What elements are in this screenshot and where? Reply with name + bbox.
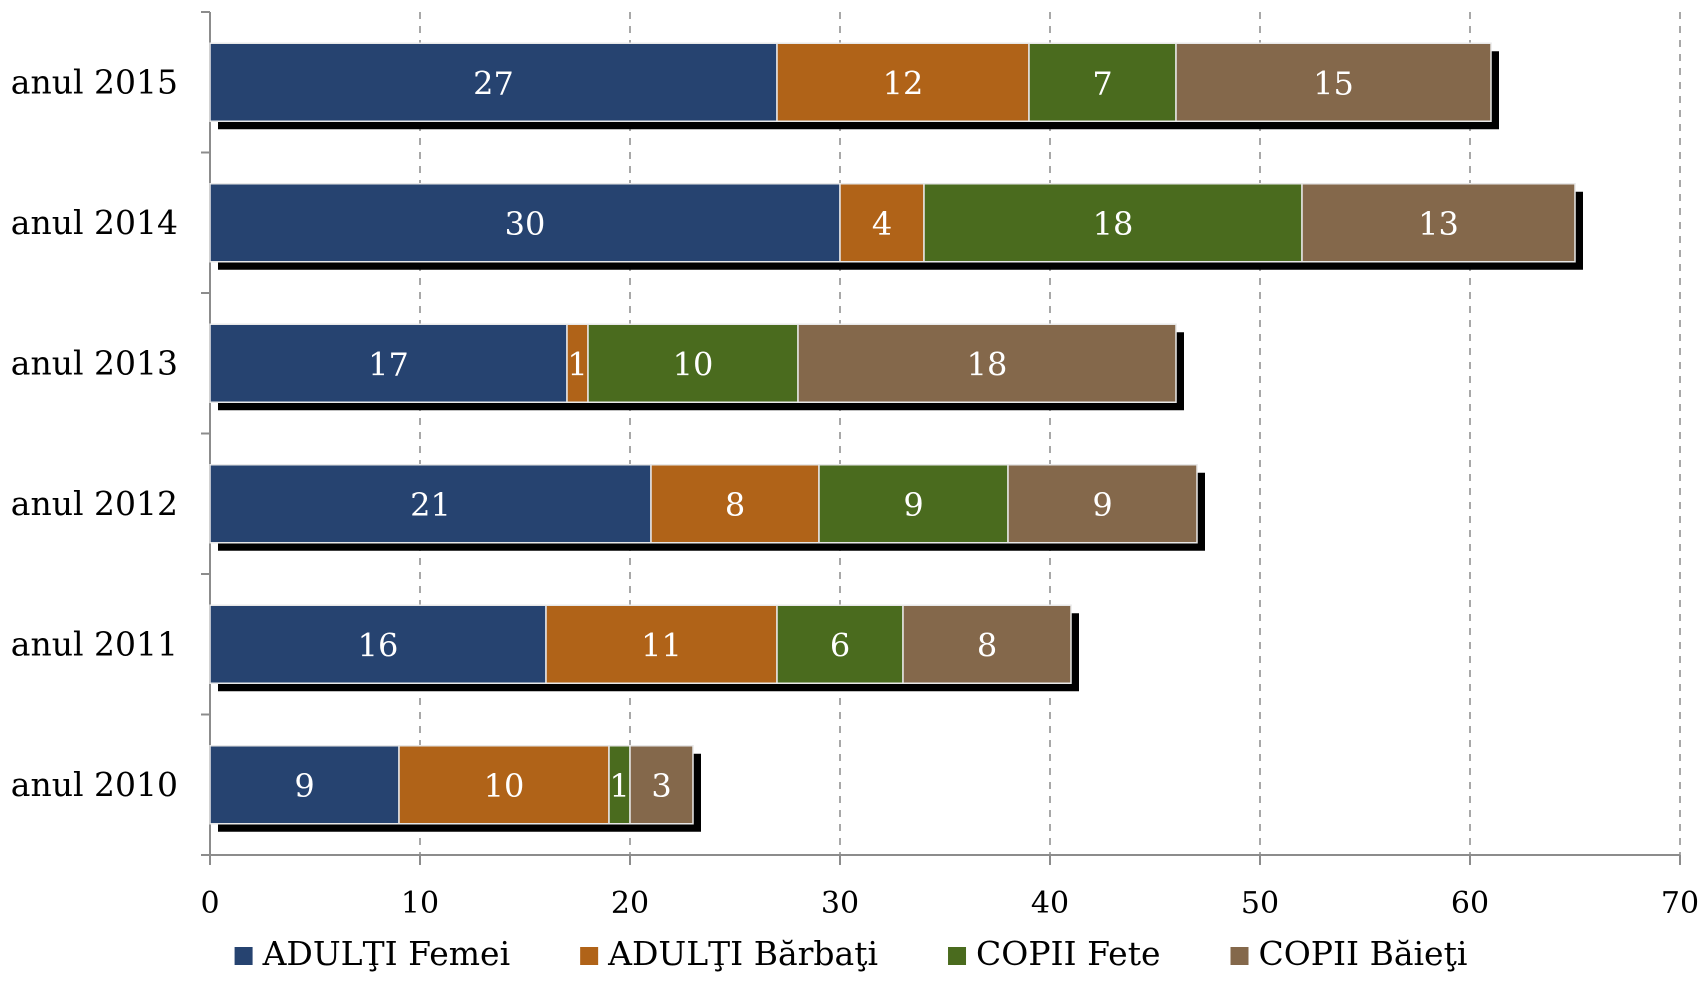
- x-tick-label: 0: [200, 886, 219, 921]
- bar-segment: [776, 42, 1030, 122]
- x-tick-label: 50: [1241, 886, 1279, 921]
- bar-segment: [776, 604, 904, 684]
- y-category-label: anul 2013: [11, 343, 178, 382]
- data-label: 8: [725, 486, 745, 524]
- data-label: 9: [903, 486, 923, 524]
- bar-segment: [545, 604, 778, 684]
- x-tick-label: 20: [611, 886, 649, 921]
- data-label: 17: [368, 345, 409, 383]
- bar-segment: [1007, 464, 1198, 544]
- bar-segment: [902, 604, 1072, 684]
- data-label: 7: [1092, 64, 1112, 102]
- data-label: 1: [567, 345, 587, 383]
- y-category-label: anul 2012: [11, 484, 178, 523]
- legend-swatch: [1230, 947, 1249, 965]
- data-label: 10: [484, 767, 525, 805]
- x-tick-label: 30: [821, 886, 859, 921]
- grid-layer: [419, 12, 1681, 855]
- legend-label: ADULŢI Femei: [262, 934, 511, 973]
- legend-swatch: [234, 947, 253, 965]
- legend-label: ADULŢI Bărbaţi: [607, 934, 878, 973]
- data-label: 8: [977, 626, 997, 664]
- bar-segment: [209, 42, 778, 122]
- axis-layer: 0 10 20 30 40 50 60 70 anul 2015 anul 2014 anul 20…: [11, 11, 1699, 921]
- data-label: 9: [294, 767, 314, 805]
- legend: ADULŢI Femei ADULŢI Bărbaţi COPII Fete COPI…: [234, 934, 1468, 973]
- y-category-label: anul 2015: [11, 62, 178, 101]
- bar-segment: [209, 464, 652, 544]
- data-label: 18: [967, 345, 1008, 383]
- y-category-label: anul 2011: [11, 624, 178, 663]
- bar-segment: [1028, 42, 1177, 122]
- x-tick-label: 40: [1031, 886, 1069, 921]
- y-category-label: anul 2014: [11, 203, 178, 242]
- bar-segment: [650, 464, 820, 544]
- bar-segment: [1301, 183, 1576, 263]
- x-tick-label: 10: [401, 886, 439, 921]
- data-label: 30: [505, 205, 546, 243]
- y-category-label: anul 2010: [11, 765, 178, 804]
- legend-swatch: [580, 947, 599, 965]
- bar-segment: [209, 604, 547, 684]
- bar-segment: [209, 745, 400, 825]
- data-label: 13: [1418, 205, 1459, 243]
- data-label: 6: [830, 626, 850, 664]
- data-label: 15: [1313, 64, 1354, 102]
- x-tick-label: 70: [1661, 886, 1699, 921]
- data-label: 16: [358, 626, 399, 664]
- data-label: 9: [1092, 486, 1112, 524]
- data-label: 4: [872, 205, 892, 243]
- data-label: 27: [473, 64, 514, 102]
- bar-segment: [629, 745, 694, 825]
- legend-label: COPII Băieţi: [1259, 934, 1468, 973]
- legend-label: COPII Fete: [976, 934, 1160, 973]
- bar-segment: [587, 323, 799, 403]
- data-label: 21: [410, 486, 451, 524]
- data-label: 10: [673, 345, 714, 383]
- data-label: 3: [651, 767, 671, 805]
- bar-segment: [839, 183, 925, 263]
- bar-segment: [797, 323, 1177, 403]
- data-label: 1: [609, 767, 629, 805]
- data-label: 12: [883, 64, 924, 102]
- bar-segment: [1175, 42, 1492, 122]
- bar-segment: [923, 183, 1303, 263]
- legend-swatch: [948, 947, 967, 965]
- data-label: 11: [641, 626, 682, 664]
- bar-segment: [209, 323, 568, 403]
- data-label: 18: [1093, 205, 1134, 243]
- x-tick-label: 60: [1451, 886, 1489, 921]
